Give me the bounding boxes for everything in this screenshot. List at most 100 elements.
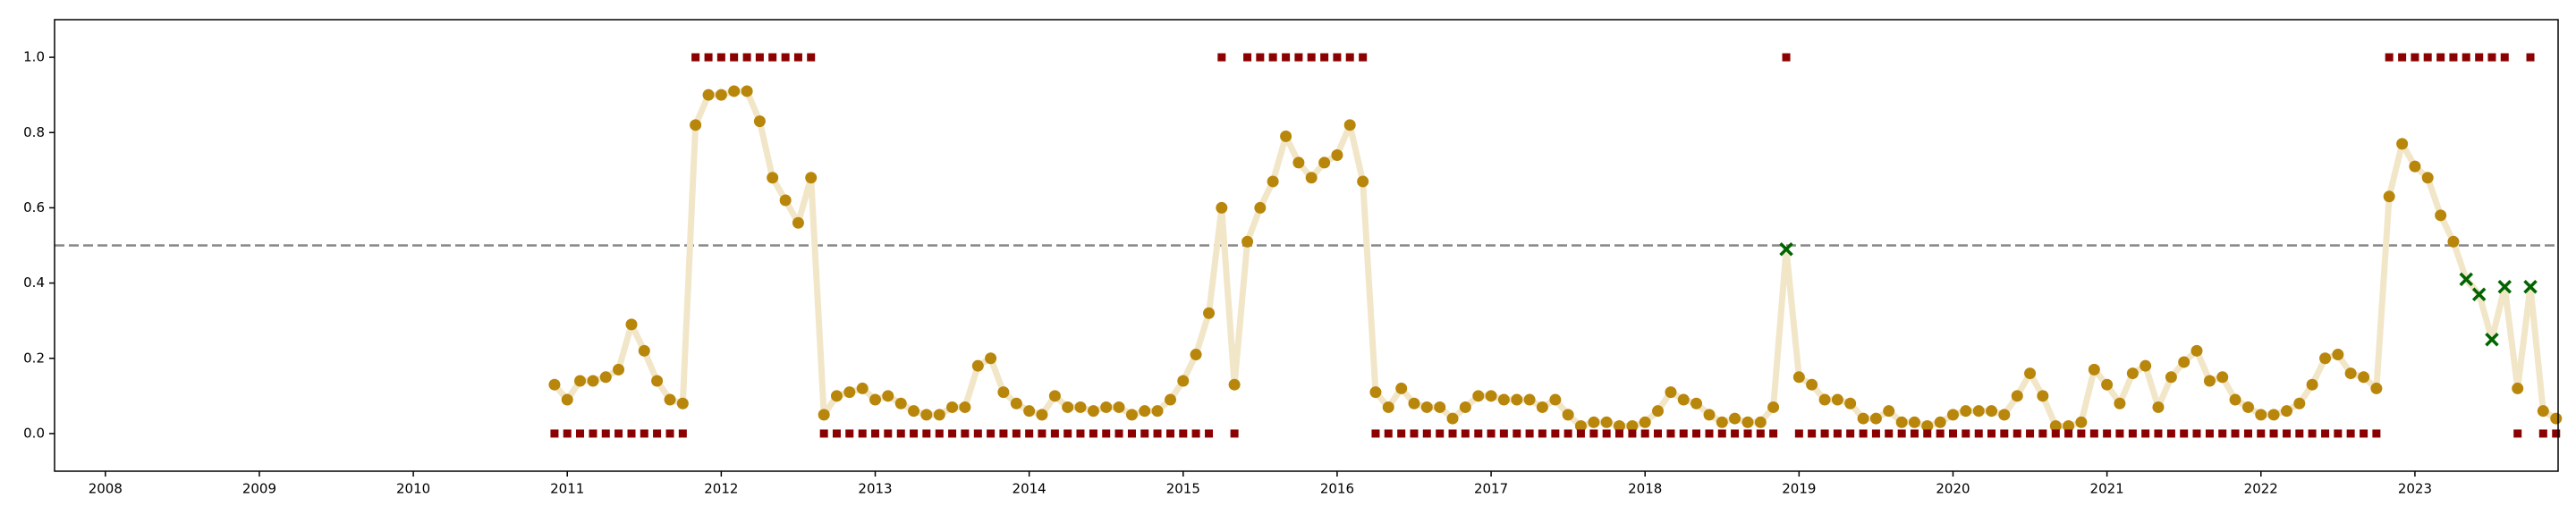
probability-point	[1665, 386, 1677, 399]
probability-point	[1216, 201, 1228, 214]
label-marker	[1576, 429, 1585, 438]
probability-point	[613, 363, 625, 376]
probability-point	[856, 382, 869, 394]
label-marker	[2475, 53, 2484, 62]
label-marker	[678, 429, 687, 438]
probability-point	[2267, 409, 2280, 421]
probability-point	[1485, 390, 1497, 402]
probability-point	[1613, 420, 1625, 432]
label-marker	[1808, 429, 1817, 438]
x-tick-label: 2023	[2398, 481, 2432, 497]
probability-point	[2383, 190, 2395, 203]
probability-point	[1895, 416, 1908, 428]
label-marker	[1127, 429, 1136, 438]
label-marker	[691, 53, 700, 62]
label-marker	[1166, 429, 1175, 438]
label-marker	[1897, 429, 1906, 438]
probability-point	[1113, 401, 1125, 413]
x-tick-label: 2017	[1474, 481, 1508, 497]
label-marker	[845, 429, 854, 438]
label-marker	[2103, 429, 2112, 438]
label-marker	[807, 53, 816, 62]
label-marker	[2243, 429, 2252, 438]
probability-point	[548, 378, 561, 391]
probability-point	[997, 386, 1010, 399]
label-marker	[1653, 429, 1662, 438]
probability-point	[2293, 397, 2306, 409]
label-marker	[2411, 53, 2419, 62]
label-marker	[1679, 429, 1688, 438]
label-marker	[704, 53, 713, 62]
probability-point	[1434, 401, 1446, 413]
y-tick-label: 0.2	[23, 350, 45, 366]
probability-point	[1190, 349, 1202, 361]
probability-point	[1177, 375, 1190, 387]
label-marker	[1256, 53, 1265, 62]
label-marker	[1833, 429, 1842, 438]
probability-point	[933, 409, 945, 421]
probability-point	[638, 344, 650, 357]
probability-point	[1639, 416, 1651, 428]
label-marker	[1923, 429, 1932, 438]
label-marker	[640, 429, 648, 438]
probability-point	[1280, 130, 1292, 142]
label-marker	[730, 53, 739, 62]
probability-point	[625, 318, 638, 331]
probability-point	[908, 405, 920, 418]
probability-point	[805, 172, 818, 184]
label-marker	[1461, 429, 1470, 438]
label-marker	[2398, 53, 2407, 62]
probability-point	[1241, 235, 1254, 248]
probability-point	[2190, 344, 2203, 357]
y-tick-label: 0.6	[23, 199, 45, 215]
probability-point	[1318, 156, 1331, 169]
label-marker	[614, 429, 623, 438]
probability-point	[728, 85, 741, 97]
probability-point	[1792, 371, 1805, 384]
probability-point	[843, 386, 856, 399]
label-marker	[2321, 429, 2330, 438]
probability-point	[1651, 405, 1664, 418]
probability-point	[1087, 405, 1099, 418]
label-marker	[1936, 429, 1945, 438]
label-marker	[2012, 429, 2021, 438]
label-marker	[1114, 429, 1123, 438]
label-marker	[1513, 429, 1521, 438]
label-marker	[2000, 429, 2009, 438]
label-marker	[1448, 429, 1457, 438]
label-marker	[961, 429, 970, 438]
probability-point	[2229, 393, 2241, 406]
probability-point	[1677, 393, 1690, 406]
label-marker	[1743, 429, 1752, 438]
probability-point	[1844, 397, 1857, 409]
label-marker	[665, 429, 674, 438]
probability-point	[1203, 307, 1216, 319]
probability-point	[2435, 209, 2447, 222]
label-marker	[2436, 53, 2445, 62]
probability-point	[869, 393, 882, 406]
probability-line	[552, 88, 2558, 429]
plot-frame	[54, 19, 2559, 472]
label-marker	[871, 429, 880, 438]
label-marker	[1012, 429, 1021, 438]
label-marker	[2526, 53, 2535, 62]
probability-point	[1831, 393, 1843, 406]
label-marker	[550, 429, 559, 438]
label-marker	[589, 429, 597, 438]
label-marker	[1230, 429, 1239, 438]
label-marker	[2334, 429, 2343, 438]
probability-point	[1767, 401, 1780, 413]
probability-point	[2049, 420, 2062, 432]
probability-point	[1818, 393, 1831, 406]
probability-point	[1703, 409, 1716, 421]
label-marker	[819, 429, 828, 438]
probability-point	[2281, 405, 2293, 418]
probability-point	[2203, 375, 2216, 387]
probability-point	[1228, 378, 1241, 391]
label-marker	[2269, 429, 2278, 438]
label-marker	[1987, 429, 1996, 438]
x-tick-label: 2022	[2244, 481, 2278, 497]
probability-point	[741, 85, 753, 97]
x-tick-label: 2008	[89, 481, 123, 497]
label-marker	[1487, 429, 1496, 438]
